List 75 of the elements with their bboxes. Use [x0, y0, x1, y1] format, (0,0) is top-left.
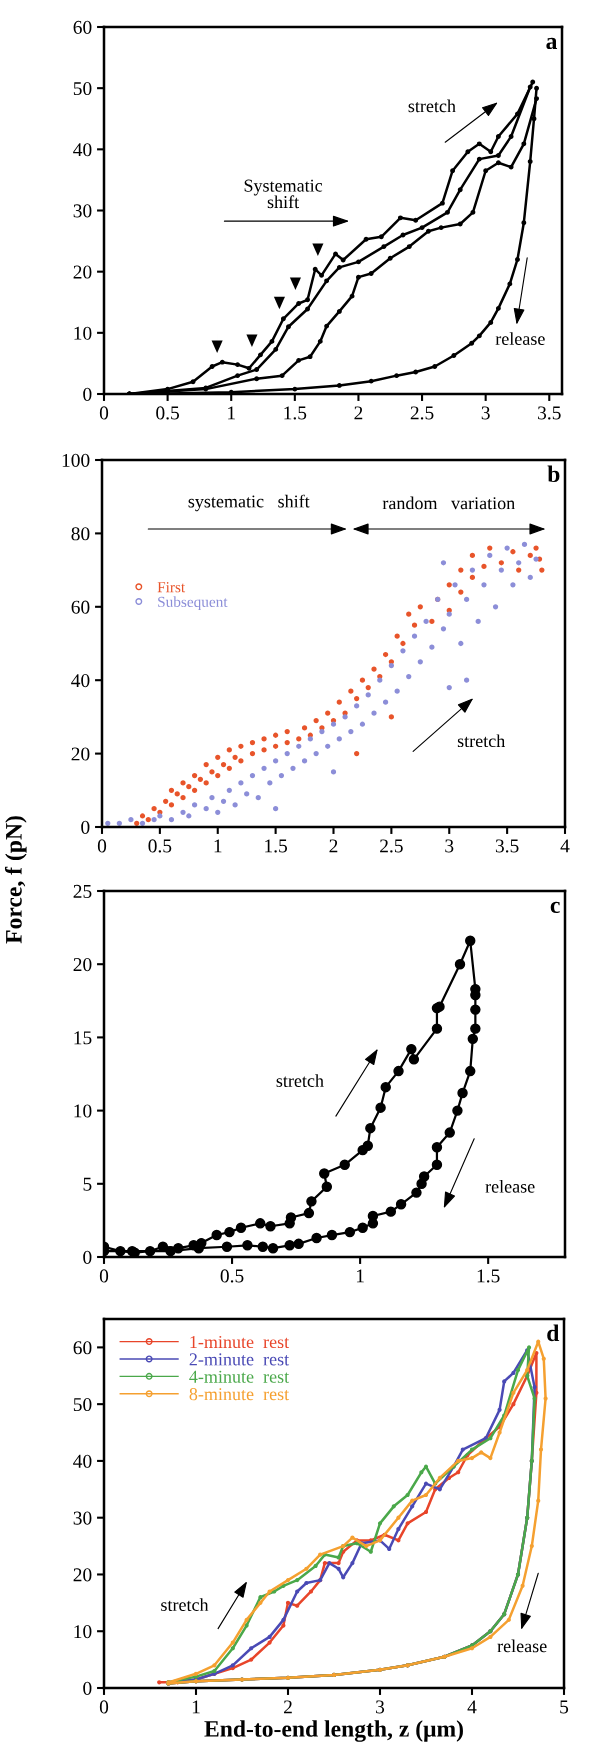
x-tick-label: 4	[467, 1700, 477, 1714]
y-tick-label: 25	[73, 884, 92, 898]
y-tick-label: 30	[73, 204, 92, 218]
y-tick-label: 20	[73, 265, 92, 279]
y-tick-label: 0	[83, 1250, 92, 1264]
annotation: random variation	[382, 496, 515, 510]
annotation: release	[497, 1639, 547, 1653]
y-tick-label: 0	[83, 1681, 92, 1695]
annotation: systematic shift	[188, 494, 310, 512]
chart-title: d	[547, 1324, 560, 1342]
x-tick-label: 2	[329, 839, 338, 853]
annotation: Systematic shift	[244, 179, 323, 209]
legend-label: 2-minute rest	[189, 1353, 290, 1366]
x-tick-label: 2	[283, 1700, 292, 1714]
x-tick-label: 0	[99, 1700, 109, 1714]
x-tick-label: 0	[99, 406, 109, 420]
y-tick-label: 20	[73, 958, 92, 972]
y-tick-label: 40	[73, 143, 92, 157]
x-tick-label: 3.5	[538, 406, 561, 420]
legend-label: First	[157, 582, 186, 593]
x-tick-label: 1.5	[284, 406, 307, 420]
y-tick-label: 0	[81, 820, 90, 834]
x-tick-label: 3	[445, 839, 454, 853]
x-tick-label: 3	[481, 406, 490, 420]
y-tick-label: 15	[74, 1031, 92, 1045]
y-tick-label: 10	[74, 326, 92, 340]
annotation: stretch	[161, 1598, 209, 1611]
y-tick-label: 0	[83, 387, 92, 401]
x-tick-label: 2	[354, 406, 363, 420]
x-tick-label: 5	[560, 1700, 569, 1714]
annotation: stretch	[408, 99, 456, 113]
x-tick-label: 3.5	[495, 839, 519, 853]
annotation: stretch	[276, 1074, 324, 1087]
x-tick-label: 0.5	[148, 839, 172, 853]
annotation: release	[485, 1180, 535, 1193]
y-tick-label: 60	[73, 1341, 92, 1355]
y-tick-label: 20	[71, 747, 90, 761]
x-tick-label: 1	[228, 406, 235, 420]
chart-title: c	[550, 901, 560, 914]
legend-label: Subsequent	[158, 596, 228, 611]
x-tick-label: 0.5	[220, 1269, 244, 1283]
x-tick-label: 1.5	[265, 839, 288, 853]
y-tick-label: 20	[73, 1568, 92, 1582]
y-tick-label: 40	[73, 1454, 92, 1468]
x-tick-label: 1.5	[477, 1269, 500, 1283]
y-tick-label: 60	[71, 600, 90, 614]
legend-label: 8-minute rest	[189, 1388, 290, 1401]
x-tick-label: 1	[214, 839, 222, 853]
y-tick-label: 50	[73, 81, 92, 96]
x-tick-label: 1	[356, 1269, 364, 1283]
x-tick-label: 0	[99, 1269, 109, 1283]
y-tick-label: 100	[62, 453, 90, 467]
y-tick-label: 30	[73, 1511, 92, 1525]
x-tick-label: 2.5	[380, 839, 403, 853]
y-tick-label: 10	[74, 1104, 92, 1118]
y-tick-label: 60	[73, 20, 92, 34]
y-tick-label: 50	[73, 1397, 92, 1412]
y-tick-label: 5	[83, 1177, 92, 1191]
y-tick-label: 40	[71, 674, 90, 688]
x-tick-label: 4	[560, 839, 570, 853]
y-tick-label: 10	[74, 1625, 92, 1639]
x-tick-label: 0.5	[156, 406, 179, 420]
y-tick-label: 80	[71, 527, 90, 541]
chart-title: b	[547, 465, 560, 483]
legend-label: 1-minute rest	[190, 1335, 290, 1349]
x-tick-label: 2.5	[410, 406, 434, 420]
annotation: stretch	[457, 734, 506, 748]
x-tick-label: 0	[97, 839, 107, 853]
x-tick-label: 1	[192, 1700, 200, 1714]
legend-label: 4-minute rest	[189, 1370, 290, 1383]
chart-title: a	[546, 37, 558, 50]
x-tick-label: 3	[376, 1700, 385, 1714]
x-axis-title: End-to-end length, z (μm)	[204, 1720, 463, 1742]
y-axis-title: Force, f (pN)	[4, 816, 27, 944]
annotation: release	[495, 332, 545, 345]
